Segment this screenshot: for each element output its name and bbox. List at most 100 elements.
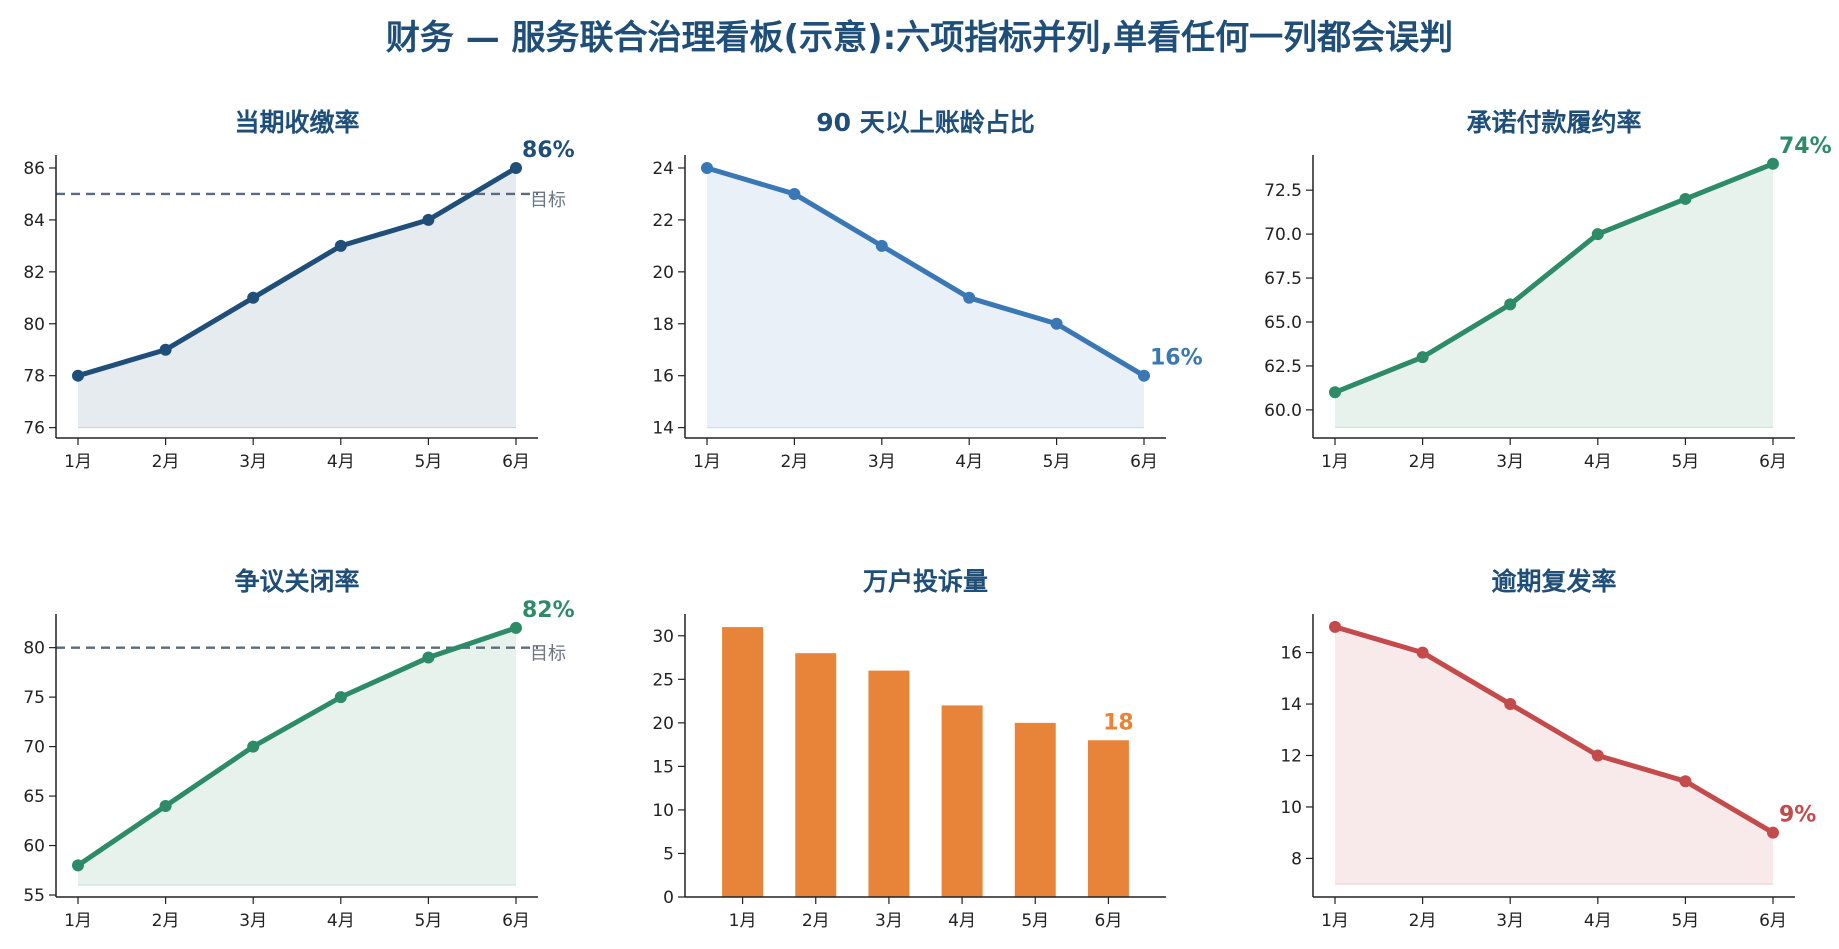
x-tick-label: 3月 (868, 452, 896, 472)
y-tick-label: 65 (23, 787, 45, 807)
data-point (1138, 369, 1150, 382)
end-value-label: 82% (522, 598, 575, 623)
data-point (1416, 351, 1429, 364)
chart-panel-6: 逾期复发率 9% 8 10 12 14 16 1月 2月 3月 4月 5月 6月 (1280, 567, 1816, 931)
data-point (1679, 775, 1692, 788)
series-line (75, 165, 519, 379)
x-tick-label: 6月 (1759, 911, 1787, 931)
x-tick-label: 3月 (1496, 911, 1524, 931)
data-point (701, 161, 713, 174)
y-tick-label: 0 (663, 888, 674, 908)
y-tick-label: 70.0 (1264, 225, 1302, 245)
y-tick-label: 30 (652, 627, 674, 647)
y-tick-label: 75 (23, 688, 45, 708)
data-point (1591, 228, 1604, 241)
y-tick-label: 10 (652, 801, 674, 821)
x-tick-label: 1月 (64, 911, 92, 931)
chart-title: 万户投诉量 (863, 567, 988, 596)
x-tick-label: 1月 (64, 452, 92, 472)
y-tick-label: 80 (23, 639, 45, 659)
y-tick-label: 67.5 (1264, 269, 1302, 289)
data-point (1416, 646, 1429, 659)
x-tick-label: 2月 (1409, 452, 1437, 472)
y-tick-label: 14 (1280, 695, 1302, 715)
data-point (963, 291, 976, 304)
bar (1014, 722, 1056, 897)
x-tick-label: 5月 (1043, 452, 1071, 472)
y-tick-label: 72.5 (1264, 181, 1302, 201)
area-fill (78, 627, 516, 886)
y-tick-label: 15 (652, 757, 674, 777)
end-value-label: 16% (1150, 346, 1203, 371)
x-tick-label: 1月 (693, 452, 721, 472)
data-point (788, 187, 801, 200)
x-tick-label: 6月 (1095, 911, 1123, 931)
data-point (72, 369, 84, 382)
x-tick-label: 6月 (502, 911, 530, 931)
y-tick-label: 84 (23, 211, 45, 231)
y-tick-label: 24 (652, 159, 674, 179)
y-tick-label: 62.5 (1264, 357, 1302, 377)
chart-title: 争议关闭率 (234, 567, 359, 596)
x-tick-label: 4月 (948, 911, 976, 931)
bar (795, 653, 837, 897)
end-value-label: 74% (1779, 134, 1832, 159)
bar (1087, 740, 1129, 897)
x-tick-label: 6月 (1130, 452, 1158, 472)
data-point (247, 740, 260, 753)
y-tick-label: 86 (23, 159, 45, 179)
y-tick-label: 60 (23, 837, 45, 857)
area-fill (78, 167, 516, 428)
end-value-label: 9% (1779, 803, 1816, 828)
data-point (1679, 192, 1692, 205)
x-tick-label: 1月 (1321, 452, 1349, 472)
y-tick-label: 76 (23, 419, 45, 439)
data-point (875, 239, 888, 252)
x-tick-label: 5月 (1671, 452, 1699, 472)
series-line (704, 165, 1147, 379)
y-tick-label: 8 (1291, 849, 1302, 869)
y-tick-label: 80 (23, 315, 45, 335)
x-tick-label: 4月 (1584, 911, 1612, 931)
page-title: 财务 — 服务联合治理看板(示意):六项指标并列,单看任何一列都会误判 (385, 18, 1454, 58)
area-fill (1335, 626, 1773, 885)
y-tick-label: 12 (1280, 747, 1302, 767)
x-tick-label: 4月 (327, 452, 355, 472)
end-value-label: 18 (1103, 710, 1134, 735)
y-tick-label: 18 (652, 315, 674, 335)
y-tick-label: 78 (23, 367, 45, 387)
x-tick-label: 2月 (780, 452, 808, 472)
x-tick-label: 2月 (152, 911, 180, 931)
x-tick-label: 1月 (729, 911, 757, 931)
x-tick-label: 3月 (875, 911, 903, 931)
x-tick-label: 5月 (414, 452, 442, 472)
data-point (422, 651, 435, 664)
y-tick-label: 16 (652, 367, 674, 387)
data-point (1504, 698, 1517, 711)
data-point (510, 621, 522, 634)
data-point (1591, 749, 1604, 762)
x-tick-label: 6月 (502, 452, 530, 472)
y-tick-label: 22 (652, 211, 674, 231)
x-tick-label: 3月 (239, 452, 267, 472)
x-tick-label: 4月 (1584, 452, 1612, 472)
series-line (1332, 624, 1776, 836)
bar (722, 627, 764, 897)
y-tick-label: 25 (652, 670, 674, 690)
x-tick-label: 2月 (1409, 911, 1437, 931)
data-point (159, 343, 172, 356)
target-label: 目标 (530, 644, 566, 665)
bar (941, 705, 983, 897)
data-point (334, 239, 347, 252)
target-label: 目标 (530, 190, 566, 211)
end-value-label: 86% (522, 138, 575, 163)
y-tick-label: 14 (652, 419, 674, 439)
series-line (1332, 161, 1776, 395)
data-point (510, 161, 522, 174)
x-tick-label: 5月 (1021, 911, 1049, 931)
x-tick-label: 1月 (1321, 911, 1349, 931)
y-tick-label: 10 (1280, 798, 1302, 818)
